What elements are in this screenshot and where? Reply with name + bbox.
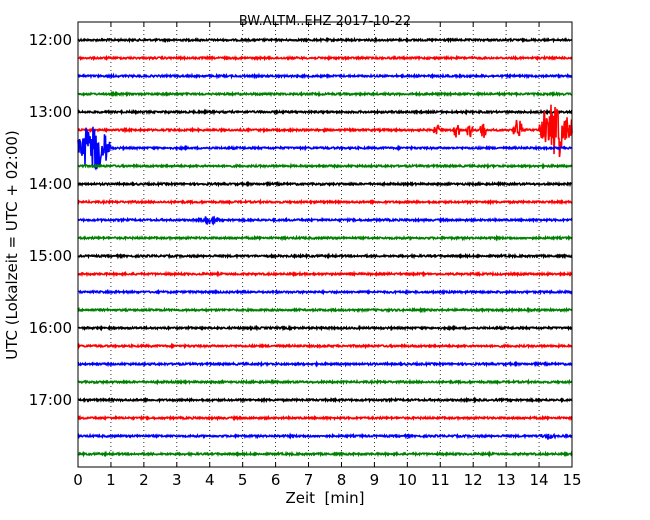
plot-frame — [77, 21, 573, 468]
x-axis-label: Zeit [min] — [285, 489, 364, 507]
x-tick-label: 5 — [238, 471, 248, 489]
x-tick-label: 6 — [271, 471, 281, 489]
x-tick-label: 14 — [530, 471, 549, 489]
trace-line — [77, 72, 573, 80]
x-tick-label: 15 — [562, 471, 581, 489]
trace-line — [77, 215, 573, 226]
trace-line — [77, 432, 573, 440]
x-tick-label: 10 — [398, 471, 417, 489]
trace-line — [77, 360, 573, 368]
y-axis-ticks: 12:00 13:00 14:00 15:00 16:00 17:00 — [29, 31, 572, 409]
trace-line — [77, 180, 573, 188]
trace-line — [77, 252, 573, 260]
x-tick-label: 8 — [337, 471, 347, 489]
trace-line — [77, 450, 573, 458]
trace-line — [77, 306, 573, 314]
y-tick-label: 16:00 — [29, 319, 72, 337]
x-axis-ticks: 0 1 2 3 4 5 6 7 8 9 10 11 12 13 14 15 — [73, 22, 582, 489]
x-tick-label: 7 — [304, 471, 314, 489]
traces — [77, 36, 573, 458]
x-tick-label: 1 — [106, 471, 116, 489]
x-tick-label: 11 — [431, 471, 450, 489]
trace-line — [77, 396, 573, 404]
trace-line — [77, 126, 573, 171]
x-tick-label: 0 — [73, 471, 83, 489]
trace-line — [77, 414, 573, 422]
trace-line — [77, 324, 573, 332]
x-tick-label: 12 — [464, 471, 483, 489]
trace-line — [77, 270, 573, 278]
x-tick-label: 2 — [139, 471, 149, 489]
y-tick-label: 15:00 — [29, 247, 72, 265]
trace-line — [77, 162, 573, 170]
x-tick-label: 13 — [497, 471, 516, 489]
trace-line — [77, 378, 573, 386]
trace-line — [77, 54, 573, 62]
y-tick-label: 14:00 — [29, 175, 72, 193]
y-tick-label: 13:00 — [29, 103, 72, 121]
x-tick-label: 3 — [172, 471, 182, 489]
trace-line — [77, 36, 573, 44]
x-tick-label: 9 — [370, 471, 380, 489]
trace-line — [77, 198, 573, 206]
trace-line — [77, 104, 573, 158]
trace-line — [77, 288, 573, 296]
y-axis-label: UTC (Lokalzeit = UTC + 02:00) — [3, 130, 21, 360]
trace-line — [77, 90, 573, 98]
y-tick-label: 12:00 — [29, 31, 72, 49]
trace-line — [77, 108, 573, 116]
trace-line — [77, 342, 573, 350]
trace-line — [77, 234, 573, 242]
y-tick-label: 17:00 — [29, 391, 72, 409]
x-tick-label: 4 — [205, 471, 215, 489]
